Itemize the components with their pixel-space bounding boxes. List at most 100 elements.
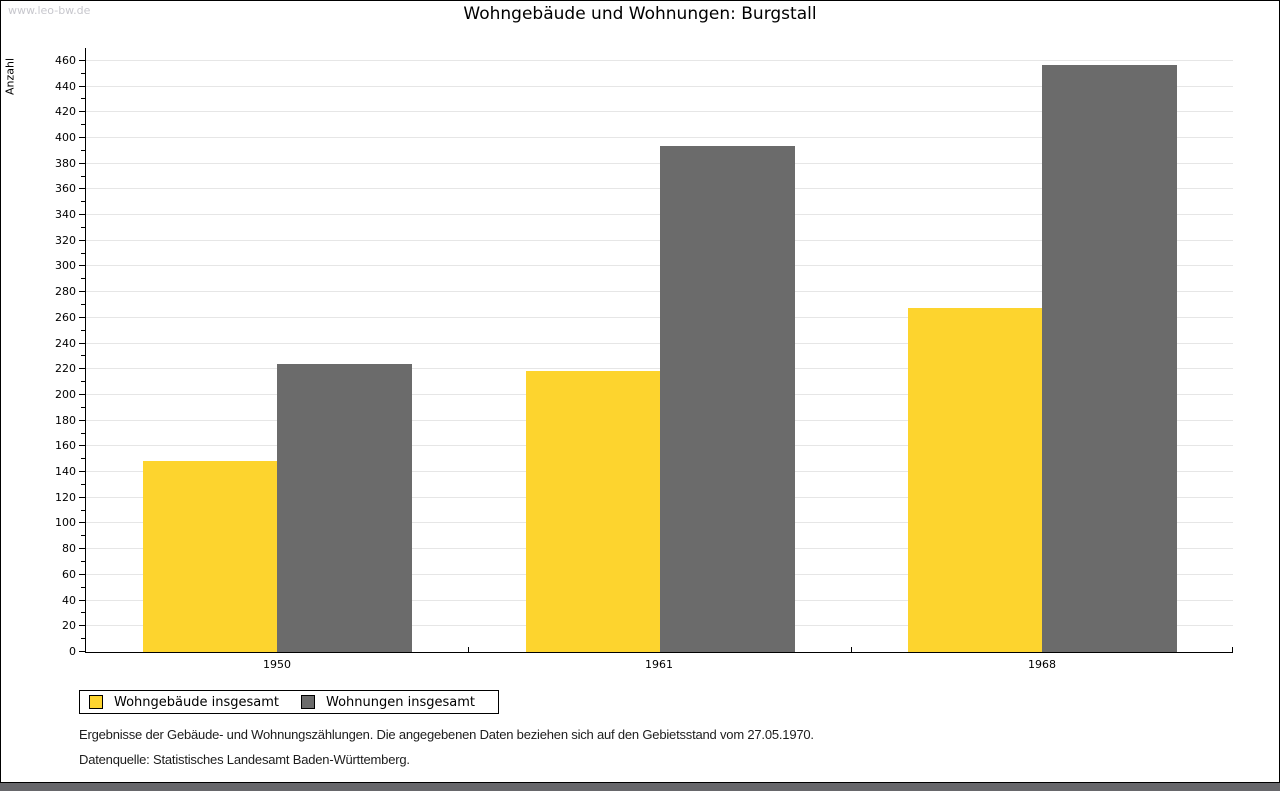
y-tick-label-240: 240 (55, 337, 76, 350)
y-tick-260 (79, 317, 85, 318)
gridline-420 (86, 111, 1233, 112)
y-minor-tick-10 (81, 638, 85, 639)
y-tick-label-280: 280 (55, 285, 76, 298)
y-tick-60 (79, 574, 85, 575)
y-tick-220 (79, 368, 85, 369)
bar-wohngebäude-1950 (143, 461, 277, 652)
y-tick-400 (79, 137, 85, 138)
x-boundary-tick-end (1232, 647, 1233, 652)
y-minor-tick-170 (81, 433, 85, 434)
footnote-source-note: Ergebnisse der Gebäude- und Wohnungszähl… (79, 727, 814, 742)
y-tick-label-20: 20 (62, 619, 76, 632)
y-tick-460 (79, 60, 85, 61)
y-minor-tick-270 (81, 304, 85, 305)
y-tick-80 (79, 548, 85, 549)
x-category-label-1968: 1968 (1028, 658, 1056, 671)
y-tick-label-440: 440 (55, 80, 76, 93)
y-minor-tick-410 (81, 124, 85, 125)
legend-label: Wohnungen insgesamt (326, 694, 475, 710)
bottom-strip (0, 783, 1280, 791)
y-minor-tick-30 (81, 612, 85, 613)
gridline-400 (86, 137, 1233, 138)
y-tick-label-460: 460 (55, 54, 76, 67)
y-tick-320 (79, 240, 85, 241)
y-tick-label-100: 100 (55, 516, 76, 529)
y-tick-label-360: 360 (55, 182, 76, 195)
y-tick-160 (79, 445, 85, 446)
y-tick-label-160: 160 (55, 439, 76, 452)
y-tick-label-340: 340 (55, 208, 76, 221)
y-minor-tick-210 (81, 381, 85, 382)
y-tick-140 (79, 471, 85, 472)
y-tick-label-40: 40 (62, 594, 76, 607)
footnote-data-source: Datenquelle: Statistisches Landesamt Bad… (79, 752, 410, 767)
y-tick-label-200: 200 (55, 388, 76, 401)
chart-title: Wohngebäude und Wohnungen: Burgstall (463, 4, 817, 24)
y-tick-0 (79, 651, 85, 652)
y-tick-label-140: 140 (55, 465, 76, 478)
gridline-280 (86, 291, 1233, 292)
y-tick-label-320: 320 (55, 234, 76, 247)
legend-swatch-icon (89, 695, 103, 709)
gridline-380 (86, 163, 1233, 164)
y-tick-label-60: 60 (62, 568, 76, 581)
y-tick-200 (79, 394, 85, 395)
plot-area: 0 20 40 60 80 100 120 140 160 180 200 220 240 260 280 3… (55, 48, 1233, 671)
y-minor-tick-330 (81, 227, 85, 228)
y-minor-tick-130 (81, 484, 85, 485)
y-tick-label-120: 120 (55, 491, 76, 504)
y-tick-label-300: 300 (55, 259, 76, 272)
y-tick-380 (79, 163, 85, 164)
y-minor-tick-230 (81, 355, 85, 356)
x-boundary-tick-2 (851, 647, 852, 652)
legend-box: Wohngebäude insgesamt Wohnungen insgesamt (79, 690, 499, 714)
bar-wohnungen-1950 (277, 364, 412, 652)
y-tick-label-220: 220 (55, 362, 76, 375)
x-category-label-1950: 1950 (263, 658, 291, 671)
y-tick-360 (79, 188, 85, 189)
gridline-360 (86, 188, 1233, 189)
legend-swatch-icon (301, 695, 315, 709)
gridline-220 (86, 368, 1233, 369)
y-tick-label-420: 420 (55, 105, 76, 118)
y-minor-tick-250 (81, 330, 85, 331)
y-minor-tick-390 (81, 150, 85, 151)
bar-wohngebäude-1968 (908, 308, 1042, 652)
y-tick-label-80: 80 (62, 542, 76, 555)
gridline-440 (86, 86, 1233, 87)
y-tick-100 (79, 522, 85, 523)
y-minor-tick-190 (81, 407, 85, 408)
y-minor-tick-430 (81, 98, 85, 99)
legend-label: Wohngebäude insgesamt (114, 694, 279, 710)
y-tick-label-0: 0 (69, 645, 76, 658)
y-tick-20 (79, 625, 85, 626)
gridline-320 (86, 240, 1233, 241)
gridline-460 (86, 60, 1233, 61)
bar-wohnungen-1961 (660, 146, 795, 652)
bar-wohnungen-1968 (1042, 65, 1177, 652)
y-tick-40 (79, 600, 85, 601)
y-minor-tick-90 (81, 535, 85, 536)
y-minor-tick-310 (81, 253, 85, 254)
y-tick-440 (79, 86, 85, 87)
y-tick-120 (79, 497, 85, 498)
y-tick-180 (79, 420, 85, 421)
gridline-340 (86, 214, 1233, 215)
y-tick-280 (79, 291, 85, 292)
gridline-240 (86, 343, 1233, 344)
y-minor-tick-110 (81, 510, 85, 511)
y-tick-label-380: 380 (55, 157, 76, 170)
y-tick-label-400: 400 (55, 131, 76, 144)
watermark: www.leo-bw.de (8, 4, 91, 17)
x-category-label-1961: 1961 (645, 658, 673, 671)
y-tick-300 (79, 265, 85, 266)
y-axis-title: Anzahl (3, 57, 17, 96)
y-minor-tick-450 (81, 73, 85, 74)
legend-item-0: Wohngebäude insgesamt (89, 695, 279, 710)
y-minor-tick-350 (81, 201, 85, 202)
gridline-300 (86, 265, 1233, 266)
y-minor-tick-50 (81, 587, 85, 588)
y-minor-tick-370 (81, 176, 85, 177)
y-minor-tick-290 (81, 278, 85, 279)
gridline-260 (86, 317, 1233, 318)
